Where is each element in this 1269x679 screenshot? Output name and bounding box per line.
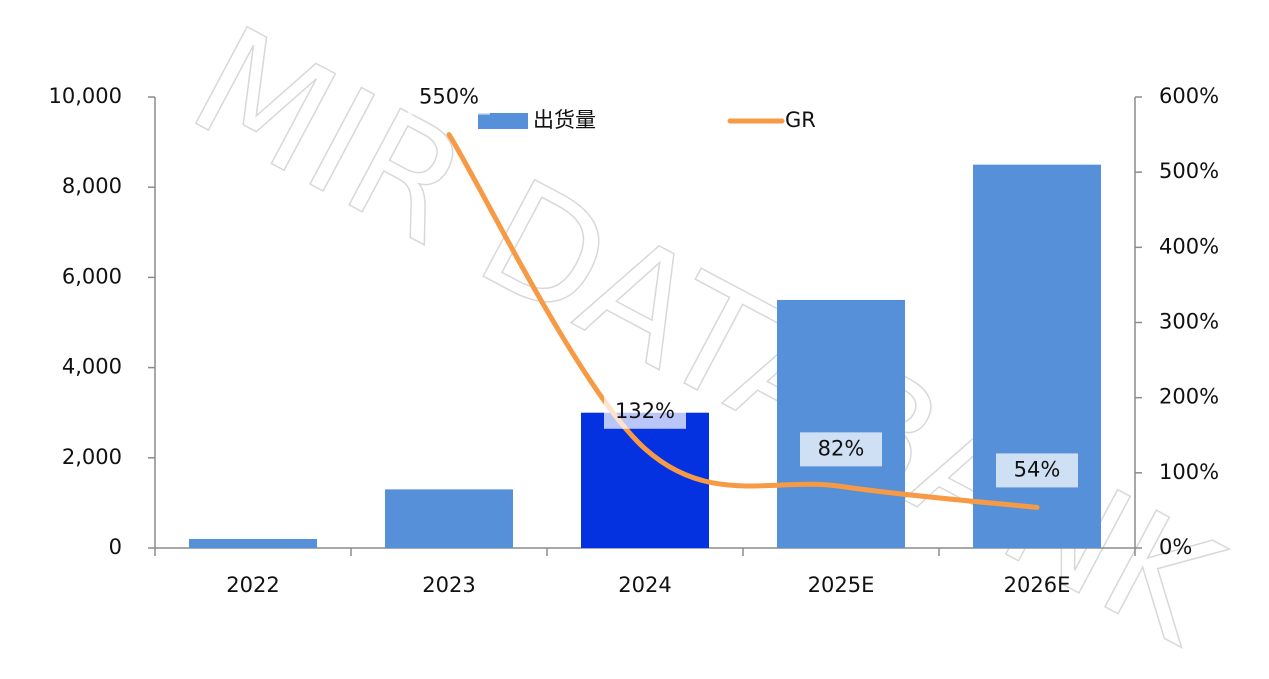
y2-tick-label: 100% [1159, 460, 1219, 484]
data-label-box [800, 432, 882, 467]
bar [973, 164, 1101, 548]
y-tick-label: 10,000 [49, 84, 122, 108]
x-tick-label: 2023 [422, 573, 475, 597]
x-tick-label: 2025E [808, 573, 875, 597]
data-label: 132% [615, 399, 675, 423]
y-tick-label: 6,000 [62, 264, 122, 288]
data-label-box [996, 453, 1078, 488]
x-tick-label: 2026E [1004, 573, 1071, 597]
y2-tick-label: 600% [1159, 84, 1219, 108]
y-tick-label: 2,000 [62, 445, 122, 469]
data-label: 82% [818, 436, 865, 460]
bar [581, 412, 709, 548]
x-tick-label: 2022 [226, 573, 279, 597]
data-label: 54% [1014, 457, 1061, 481]
y-tick-label: 4,000 [62, 355, 122, 379]
legend-label: 出货量 [533, 108, 596, 132]
x-tick-label: 2024 [618, 573, 671, 597]
data-label-box [408, 80, 490, 115]
y2-tick-label: 0% [1159, 535, 1192, 559]
bar [189, 538, 317, 548]
data-label-box [604, 394, 686, 429]
y2-tick-label: 500% [1159, 159, 1219, 183]
bar [385, 489, 513, 548]
y2-tick-label: 300% [1159, 310, 1219, 334]
legend-swatch [478, 113, 528, 129]
bar [777, 299, 905, 548]
line [446, 132, 1040, 510]
y2-tick-label: 400% [1159, 234, 1219, 258]
data-label: 550% [419, 85, 479, 109]
y-tick-label: 8,000 [62, 174, 122, 198]
legend-label: GR [785, 108, 816, 132]
y-tick-label: 0 [109, 535, 122, 559]
y2-tick-label: 200% [1159, 385, 1219, 409]
